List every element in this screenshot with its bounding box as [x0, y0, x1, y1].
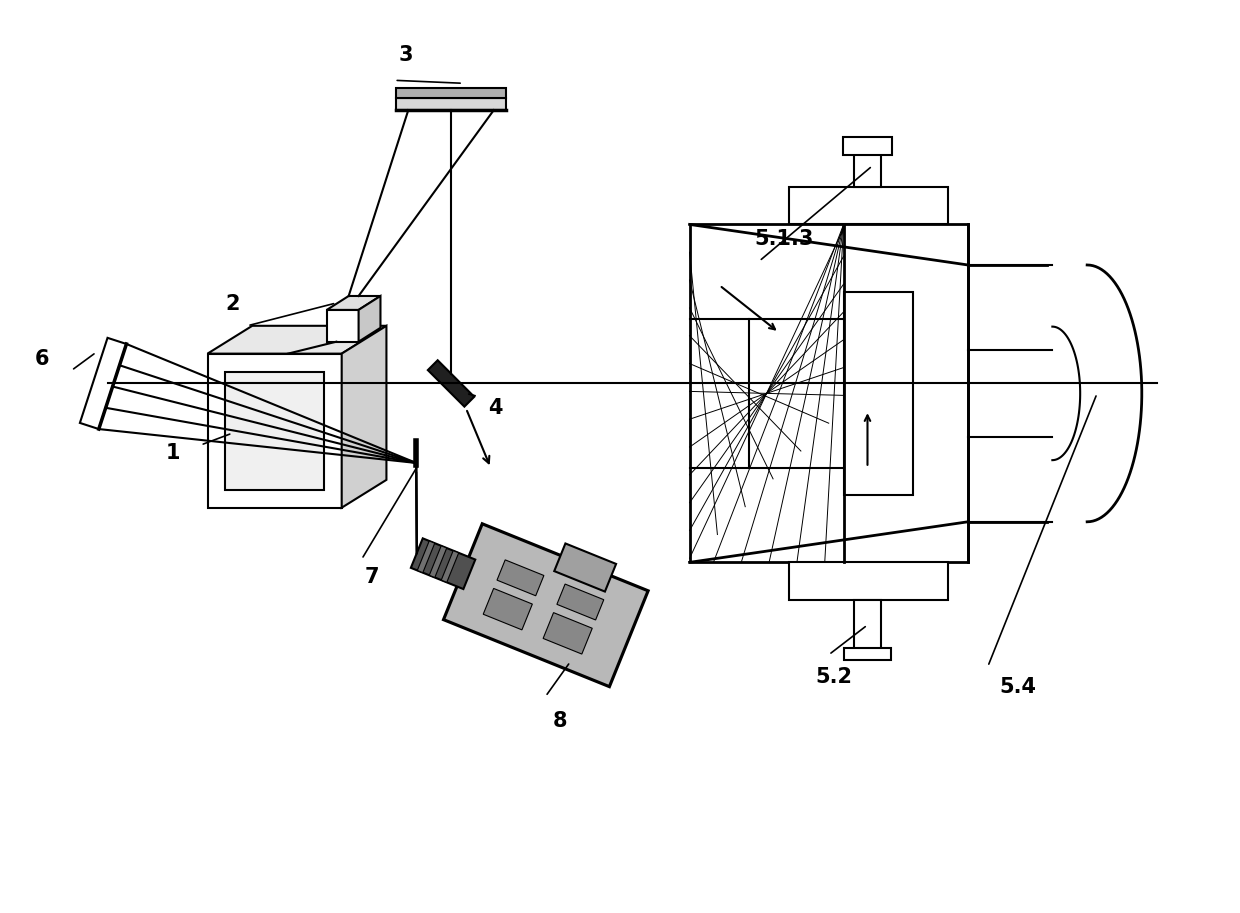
- Polygon shape: [441, 551, 459, 582]
- Polygon shape: [429, 546, 446, 578]
- Polygon shape: [484, 588, 532, 630]
- Text: 6: 6: [35, 349, 48, 369]
- Bar: [789, 562, 949, 600]
- Bar: [853, 600, 882, 650]
- Text: 5.1.3: 5.1.3: [754, 229, 813, 249]
- Bar: [207, 353, 342, 508]
- Bar: [689, 225, 968, 562]
- Text: 8: 8: [553, 711, 568, 731]
- Bar: [226, 372, 324, 489]
- Polygon shape: [207, 326, 387, 353]
- Bar: [853, 145, 882, 186]
- Text: 5.2: 5.2: [815, 666, 852, 687]
- Text: 1: 1: [165, 443, 180, 463]
- Polygon shape: [497, 560, 544, 596]
- Polygon shape: [444, 524, 649, 687]
- Polygon shape: [410, 539, 475, 589]
- Bar: [843, 137, 893, 155]
- Text: 2: 2: [226, 294, 239, 314]
- Polygon shape: [79, 338, 126, 429]
- Bar: [843, 648, 892, 660]
- Polygon shape: [543, 613, 593, 654]
- Text: 5.4: 5.4: [999, 677, 1037, 697]
- Bar: [789, 186, 949, 225]
- Polygon shape: [418, 540, 435, 572]
- Bar: [397, 99, 506, 110]
- Polygon shape: [554, 543, 616, 592]
- Polygon shape: [557, 584, 604, 620]
- Text: 4: 4: [489, 398, 503, 418]
- Polygon shape: [428, 361, 474, 406]
- Text: 3: 3: [399, 46, 414, 66]
- Text: 7: 7: [365, 567, 378, 587]
- Polygon shape: [342, 326, 387, 508]
- Bar: [397, 89, 506, 99]
- Polygon shape: [358, 296, 381, 341]
- Bar: [327, 310, 358, 341]
- Bar: [843, 292, 913, 495]
- Polygon shape: [327, 296, 381, 310]
